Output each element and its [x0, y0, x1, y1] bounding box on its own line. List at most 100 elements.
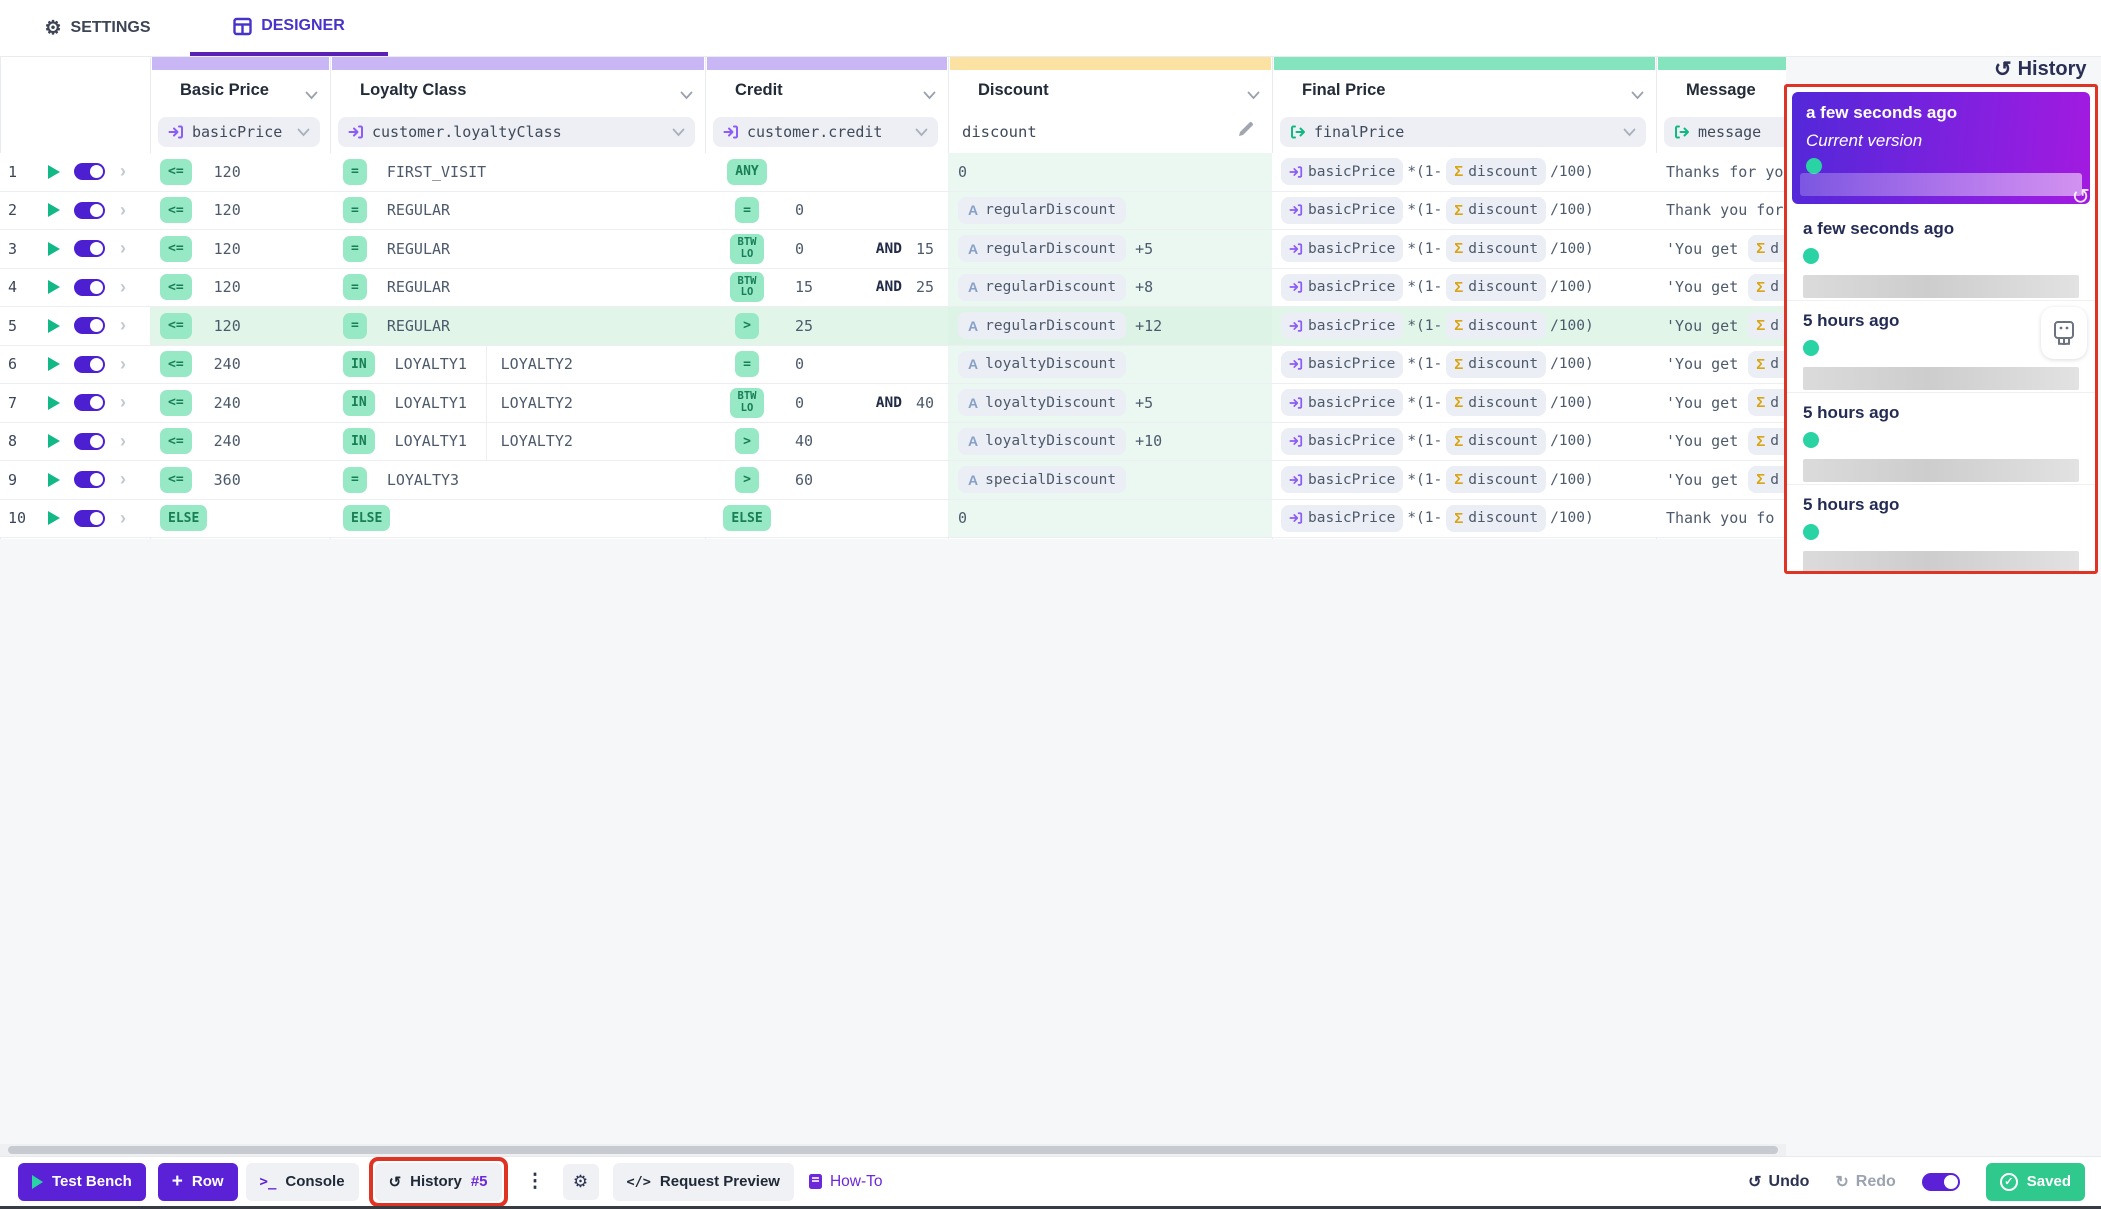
request-preview-button[interactable]: </> Request Preview	[612, 1162, 794, 1201]
operator-badge[interactable]: >	[735, 466, 759, 493]
row-expand-chevron[interactable]: ›	[120, 353, 126, 374]
row-expand-chevron[interactable]: ›	[120, 469, 126, 490]
row-expand-chevron[interactable]: ›	[120, 507, 126, 528]
cell-basic-price[interactable]: <= 120	[150, 153, 330, 192]
chevron-down-icon[interactable]	[1247, 91, 1260, 100]
chevron-down-icon[interactable]	[297, 128, 310, 137]
row-enabled-toggle[interactable]	[74, 355, 105, 373]
cell-basic-price[interactable]: ELSE	[150, 499, 330, 538]
cell-credit[interactable]: BTW LO 0 AND 40	[705, 384, 948, 423]
operator-badge[interactable]: IN	[343, 351, 375, 378]
operator-badge[interactable]: =	[343, 466, 367, 493]
saved-button[interactable]: ✓ Saved	[1985, 1162, 2085, 1201]
operator-badge[interactable]: <=	[160, 274, 192, 301]
operator-badge[interactable]: BTW LO	[729, 272, 765, 303]
cell-basic-price[interactable]: <= 120	[150, 230, 330, 269]
row-enabled-toggle[interactable]	[74, 278, 105, 296]
operator-badge[interactable]: ELSE	[723, 505, 771, 532]
row-expand-chevron[interactable]: ›	[120, 430, 126, 451]
redo-button[interactable]: ↻ Redo	[1835, 1172, 1895, 1192]
column-header-final-price[interactable]: Final Price	[1272, 70, 1656, 111]
column-binding-final-price[interactable]: finalPrice	[1280, 117, 1646, 147]
operator-badge[interactable]: =	[343, 235, 367, 262]
more-options-button[interactable]: ⋮	[525, 1171, 545, 1192]
column-binding-message[interactable]: message	[1664, 117, 1786, 147]
row-play-button[interactable]	[48, 318, 60, 333]
cell-loyalty-class[interactable]: = REGULAR	[330, 307, 705, 346]
input-variable-pill[interactable]: basicPrice	[1281, 158, 1404, 186]
operator-badge[interactable]: ELSE	[343, 505, 391, 532]
operator-badge[interactable]: <=	[160, 197, 192, 224]
add-row-button[interactable]: + Row	[157, 1162, 238, 1201]
row-play-button[interactable]	[48, 280, 60, 295]
input-variable-pill[interactable]: basicPrice	[1281, 196, 1404, 224]
cell-credit[interactable]: BTW LO 0 AND 15	[705, 230, 948, 269]
operator-badge[interactable]: =	[735, 197, 759, 224]
operator-badge[interactable]: BTW LO	[729, 233, 765, 264]
history-entry[interactable]: 5 hours ago	[1787, 393, 2095, 485]
cell-loyalty-class[interactable]: = REGULAR	[330, 230, 705, 269]
input-variable-pill[interactable]: basicPrice	[1281, 312, 1404, 340]
cell-credit[interactable]: > 25	[705, 307, 948, 346]
row-expand-chevron[interactable]: ›	[120, 276, 126, 297]
column-header-loyalty-class[interactable]: Loyalty Class	[330, 70, 705, 111]
row-enabled-toggle[interactable]	[74, 201, 105, 219]
row-expand-chevron[interactable]: ›	[120, 238, 126, 259]
cell-loyalty-class[interactable]: = FIRST_VISIT	[330, 153, 705, 192]
cell-loyalty-class[interactable]: ELSE	[330, 499, 705, 538]
column-header-message[interactable]: Message	[1656, 70, 1786, 111]
operator-badge[interactable]: >	[735, 312, 759, 339]
operator-badge[interactable]: ELSE	[160, 505, 208, 532]
history-entry[interactable]: 5 hours ago	[1787, 301, 2095, 393]
cell-basic-price[interactable]: <= 120	[150, 191, 330, 230]
column-binding-credit[interactable]: customer.credit	[713, 117, 938, 147]
row-play-button[interactable]	[48, 434, 60, 449]
operator-badge[interactable]: =	[343, 158, 367, 185]
row-enabled-toggle[interactable]	[74, 394, 105, 412]
cell-basic-price[interactable]: <= 360	[150, 461, 330, 500]
cell-credit[interactable]: > 60	[705, 461, 948, 500]
row-play-button[interactable]	[48, 164, 60, 179]
autosave-toggle[interactable]	[1921, 1172, 1960, 1191]
cell-credit[interactable]: ANY	[705, 153, 948, 192]
cell-message[interactable]: Thanks for yo	[1656, 153, 1786, 192]
operator-badge[interactable]: IN	[343, 428, 375, 455]
row-play-button[interactable]	[48, 395, 60, 410]
operator-badge[interactable]: BTW LO	[729, 387, 765, 418]
column-binding-discount[interactable]: discount	[948, 111, 1272, 153]
input-variable-pill[interactable]: basicPrice	[1281, 273, 1404, 301]
history-entry-current[interactable]: a few seconds ago Current version ↺	[1792, 92, 2090, 204]
settings-button[interactable]: ⚙	[562, 1163, 599, 1200]
input-variable-pill[interactable]: basicPrice	[1281, 235, 1404, 263]
restore-version-button[interactable]	[2041, 307, 2087, 359]
cell-basic-price[interactable]: <= 120	[150, 268, 330, 307]
input-variable-pill[interactable]: basicPrice	[1281, 504, 1404, 532]
cell-basic-price[interactable]: <= 120	[150, 307, 330, 346]
console-button[interactable]: >_ Console	[245, 1162, 359, 1201]
